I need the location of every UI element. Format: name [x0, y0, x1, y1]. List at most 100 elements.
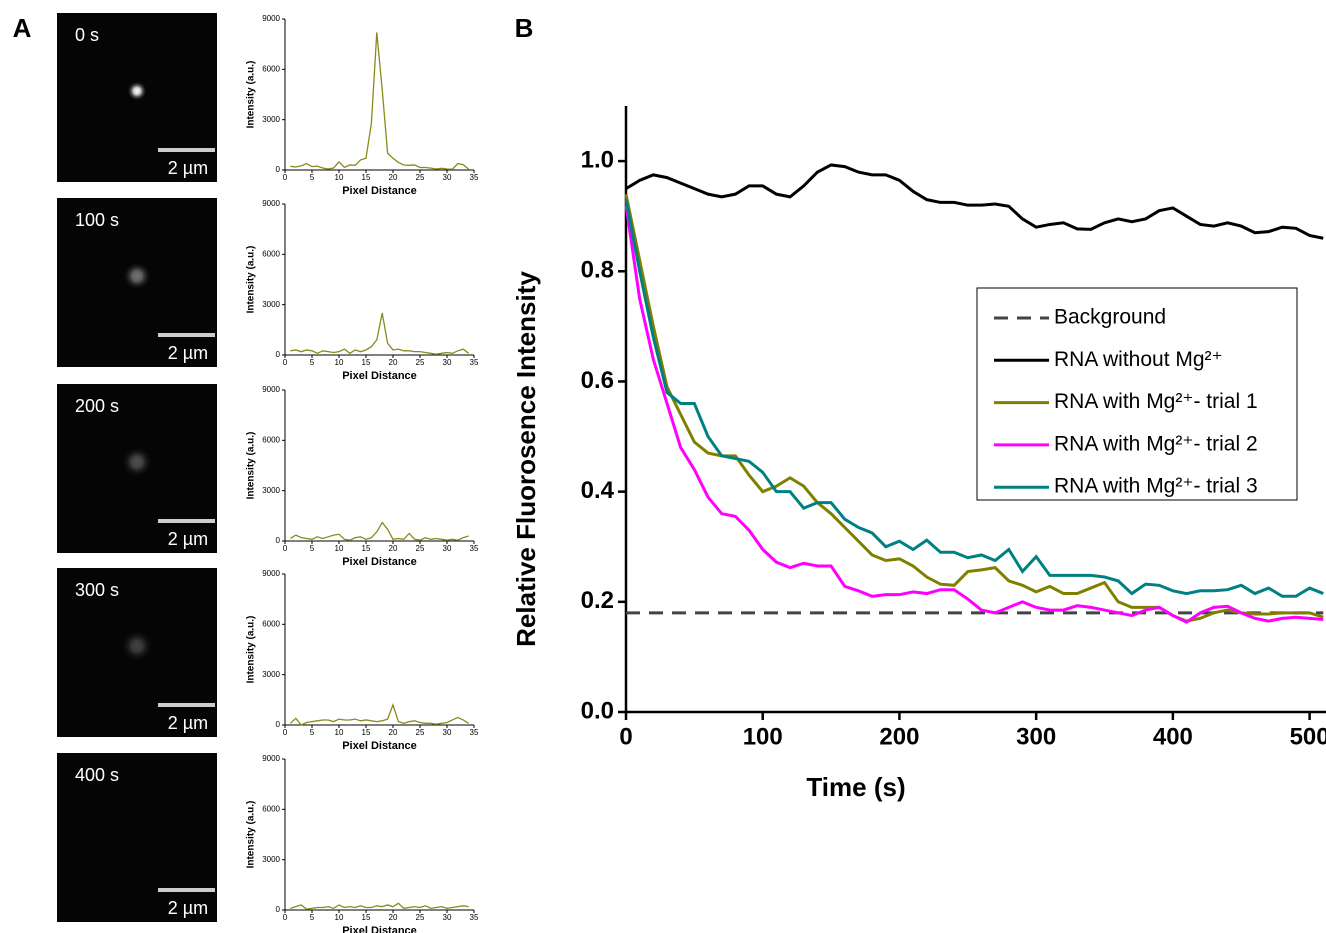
x-tick-label: 25 — [416, 913, 425, 922]
x-tick-label: 500 — [1290, 723, 1326, 750]
x-axis-title: Pixel Distance — [342, 370, 417, 382]
time-label: 400 s — [75, 765, 119, 785]
legend-label: Background — [1054, 306, 1166, 329]
data-line — [290, 521, 469, 541]
x-tick-label: 30 — [443, 728, 452, 737]
x-tick-label: 35 — [470, 544, 479, 553]
y-tick-label: 9000 — [262, 754, 280, 763]
x-tick-label: 100 — [743, 723, 783, 750]
scale-bar-label: 2 µm — [168, 713, 208, 733]
x-tick-label: 0 — [283, 173, 288, 182]
x-tick-label: 25 — [416, 728, 425, 737]
x-tick-label: 30 — [443, 358, 452, 367]
data-line — [624, 193, 1324, 623]
y-tick-label: 9000 — [262, 569, 280, 578]
y-axis-title: Intensity (a.u.) — [246, 432, 257, 500]
x-tick-label: 200 — [879, 723, 919, 750]
scale-bar-label: 2 µm — [168, 343, 208, 363]
y-tick-label: 6000 — [262, 435, 280, 444]
x-tick-label: 35 — [470, 358, 479, 367]
legend-label: RNA without Mg²⁺ — [1054, 348, 1223, 371]
y-tick-label: 1.0 — [581, 146, 614, 173]
x-tick-label: 5 — [310, 358, 315, 367]
x-axis-title: Time (s) — [806, 772, 905, 802]
y-tick-label: 3000 — [262, 486, 280, 495]
y-tick-label: 9000 — [262, 14, 280, 23]
y-tick-label: 0.2 — [581, 587, 614, 614]
x-tick-label: 15 — [362, 544, 371, 553]
x-tick-label: 30 — [443, 544, 452, 553]
x-tick-label: 5 — [310, 544, 315, 553]
x-axis-title: Pixel Distance — [342, 556, 417, 568]
y-tick-label: 3000 — [262, 300, 280, 309]
data-line — [624, 199, 1324, 598]
scale-bar-label: 2 µm — [168, 529, 208, 549]
scale-bar-label: 2 µm — [168, 158, 208, 178]
data-line — [290, 312, 469, 355]
fluorescent-spot — [127, 81, 147, 101]
x-tick-label: 25 — [416, 173, 425, 182]
x-tick-label: 10 — [335, 358, 344, 367]
fluorescent-spot — [121, 630, 153, 662]
y-tick-label: 3000 — [262, 670, 280, 679]
x-tick-label: 0 — [283, 913, 288, 922]
x-tick-label: 20 — [389, 544, 398, 553]
panel-label: B — [515, 13, 534, 43]
data-line — [625, 163, 1324, 240]
time-label: 100 s — [75, 210, 119, 230]
x-axis-title: Pixel Distance — [342, 925, 417, 933]
x-tick-label: 25 — [416, 358, 425, 367]
fluorescent-spot — [121, 446, 153, 478]
time-label: 200 s — [75, 396, 119, 416]
x-axis-title: Pixel Distance — [342, 740, 417, 752]
fluorescent-spot — [122, 261, 152, 291]
x-tick-label: 0 — [619, 723, 632, 750]
x-tick-label: 35 — [470, 913, 479, 922]
panel-label: A — [13, 13, 32, 43]
y-tick-label: 0.4 — [581, 477, 615, 504]
y-tick-label: 0 — [276, 350, 281, 359]
y-tick-label: 3000 — [262, 855, 280, 864]
y-tick-label: 0.0 — [581, 697, 614, 724]
y-tick-label: 9000 — [262, 199, 280, 208]
y-tick-label: 0.8 — [581, 257, 614, 284]
y-axis-title: Intensity (a.u.) — [246, 246, 257, 314]
scale-bar-label: 2 µm — [168, 898, 208, 918]
x-tick-label: 5 — [310, 913, 315, 922]
time-label: 0 s — [75, 25, 99, 45]
x-tick-label: 400 — [1153, 723, 1193, 750]
y-tick-label: 6000 — [262, 64, 280, 73]
y-tick-label: 0.6 — [581, 367, 614, 394]
x-tick-label: 20 — [389, 913, 398, 922]
x-axis-title: Pixel Distance — [342, 185, 417, 197]
x-tick-label: 30 — [443, 913, 452, 922]
x-tick-label: 35 — [470, 728, 479, 737]
y-axis-title: Intensity (a.u.) — [246, 61, 257, 129]
x-tick-label: 5 — [310, 173, 315, 182]
x-tick-label: 5 — [310, 728, 315, 737]
y-tick-label: 0 — [276, 905, 281, 914]
y-axis-title: Intensity (a.u.) — [246, 616, 257, 684]
y-axis-title: Intensity (a.u.) — [246, 801, 257, 869]
x-tick-label: 25 — [416, 544, 425, 553]
legend-box — [976, 287, 1298, 501]
y-tick-label: 6000 — [262, 249, 280, 258]
y-tick-label: 6000 — [262, 804, 280, 813]
x-tick-label: 15 — [362, 358, 371, 367]
x-tick-label: 20 — [389, 173, 398, 182]
x-tick-label: 0 — [283, 358, 288, 367]
y-tick-label: 6000 — [262, 619, 280, 628]
x-tick-label: 0 — [283, 544, 288, 553]
x-tick-label: 10 — [335, 913, 344, 922]
x-tick-label: 10 — [335, 544, 344, 553]
legend-label: RNA with Mg²⁺- trial 1 — [1054, 390, 1258, 413]
time-label: 300 s — [75, 580, 119, 600]
y-tick-label: 0 — [276, 720, 281, 729]
x-tick-label: 10 — [335, 173, 344, 182]
x-tick-label: 10 — [335, 728, 344, 737]
data-line — [624, 204, 1324, 624]
y-tick-label: 3000 — [262, 115, 280, 124]
x-tick-label: 20 — [389, 358, 398, 367]
